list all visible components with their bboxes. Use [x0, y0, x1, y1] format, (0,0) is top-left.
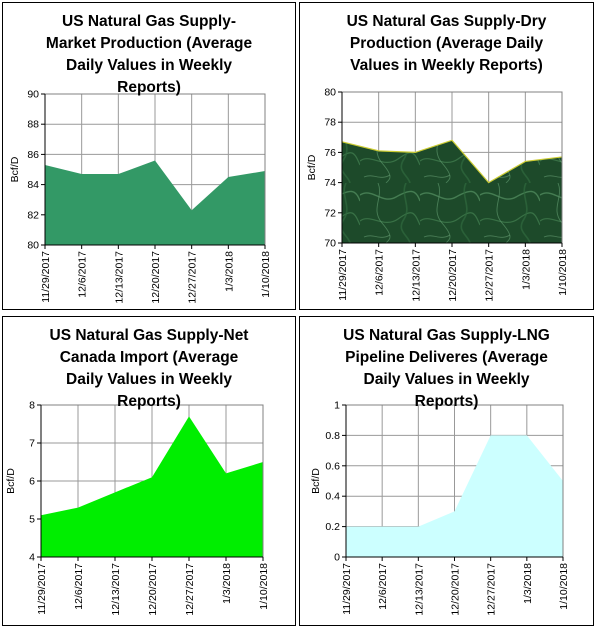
x-tick-label: 12/13/2017 — [110, 563, 122, 616]
y-tick-label: 80 — [324, 87, 336, 99]
x-tick-label: 12/6/2017 — [77, 251, 89, 298]
y-tick-label: 70 — [324, 238, 336, 250]
x-tick-label: 1/3/2018 — [522, 563, 534, 604]
x-tick-label: 12/20/2017 — [447, 249, 459, 302]
y-tick-label: 7 — [29, 438, 35, 450]
y-axis-label: Bcf/D — [5, 468, 17, 494]
x-tick-label: 12/13/2017 — [413, 563, 425, 616]
chart-title: US Natural Gas Supply- Market Production… — [45, 13, 253, 96]
area-series — [342, 140, 562, 243]
x-tick-label: 11/29/2017 — [40, 251, 52, 303]
y-tick-label: 76 — [324, 147, 336, 159]
x-tick-label: 12/20/2017 — [450, 563, 462, 616]
y-tick-label: 86 — [27, 149, 39, 161]
y-tick-label: 0.6 — [325, 460, 340, 472]
y-axis-label: Bcf/D — [306, 154, 318, 180]
area-series — [45, 160, 265, 245]
x-tick-label: 12/20/2017 — [147, 563, 159, 616]
x-tick-label: 1/10/2018 — [558, 563, 570, 610]
y-axis-label: Bcf/D — [310, 468, 322, 494]
x-tick-label: 12/27/2017 — [486, 563, 498, 616]
y-tick-label: 90 — [27, 89, 39, 101]
chart-title: US Natural Gas Supply-Dry Production (Av… — [346, 13, 547, 74]
x-tick-label: 1/3/2018 — [223, 251, 235, 292]
y-tick-label: 78 — [324, 117, 336, 129]
chart-panel-lng-pipeline: US Natural Gas Supply-LNG Pipeline Deliv… — [299, 316, 594, 626]
area-chart: 70 72 74 76 78 80 11/29/2017 12/6/2017 12/13/201… — [306, 87, 569, 302]
area-chart: 80 82 84 86 88 90 11/29/2017 12/6/2017 12/13/201… — [9, 89, 272, 304]
chart-panel-canada-import: US Natural Gas Supply-Net Canada Import … — [2, 316, 296, 626]
x-tick-label: 1/3/2018 — [520, 249, 532, 290]
y-tick-label: 82 — [27, 209, 39, 221]
x-tick-label: 12/6/2017 — [374, 249, 386, 296]
y-tick-label: 0.4 — [325, 491, 340, 503]
y-tick-label: 1 — [334, 400, 340, 412]
chart-panel-dry-production: US Natural Gas Supply-Dry Production (Av… — [299, 2, 594, 310]
x-tick-label: 11/29/2017 — [341, 563, 353, 615]
x-tick-label: 12/6/2017 — [377, 563, 389, 610]
y-tick-label: 5 — [29, 514, 35, 526]
area-chart: 4 5 6 7 8 11/29/2017 12/6/2017 12/13/2017 12/20/… — [5, 400, 270, 616]
chart-title: US Natural Gas Supply-LNG Pipeline Deliv… — [343, 327, 550, 410]
y-tick-label: 84 — [27, 179, 39, 191]
y-tick-label: 80 — [27, 240, 39, 252]
chart-panel-market-production: US Natural Gas Supply- Market Production… — [2, 2, 296, 310]
area-series — [41, 416, 263, 557]
x-tick-label: 12/13/2017 — [113, 251, 125, 304]
y-tick-label: 8 — [29, 400, 35, 412]
x-tick-label: 1/3/2018 — [221, 563, 233, 604]
x-tick-label: 1/10/2018 — [260, 251, 272, 298]
y-tick-label: 0 — [334, 552, 340, 564]
x-tick-label: 1/10/2018 — [258, 563, 270, 610]
y-tick-label: 74 — [324, 177, 336, 189]
y-tick-label: 0.8 — [325, 430, 340, 442]
y-tick-label: 72 — [324, 207, 336, 219]
y-tick-label: 6 — [29, 476, 35, 488]
x-tick-label: 12/27/2017 — [184, 563, 196, 616]
chart-title: US Natural Gas Supply-Net Canada Import … — [49, 327, 249, 410]
area-chart: 0 0.2 0.4 0.6 0.8 1 11/29/2017 12/6/2017 12/13/2… — [310, 400, 570, 616]
y-tick-label: 88 — [27, 119, 39, 131]
x-tick-label: 11/29/2017 — [36, 563, 48, 615]
x-tick-label: 12/27/2017 — [484, 249, 496, 302]
x-tick-label: 1/10/2018 — [557, 249, 569, 296]
x-tick-label: 12/27/2017 — [187, 251, 199, 304]
x-tick-label: 12/6/2017 — [73, 563, 85, 610]
y-tick-label: 4 — [29, 552, 35, 564]
x-tick-label: 12/13/2017 — [410, 249, 422, 302]
x-tick-label: 11/29/2017 — [337, 249, 349, 301]
x-tick-label: 12/20/2017 — [150, 251, 162, 304]
y-axis-label: Bcf/D — [9, 156, 21, 182]
y-tick-label: 0.2 — [325, 521, 340, 533]
area-edge-line — [341, 139, 563, 184]
